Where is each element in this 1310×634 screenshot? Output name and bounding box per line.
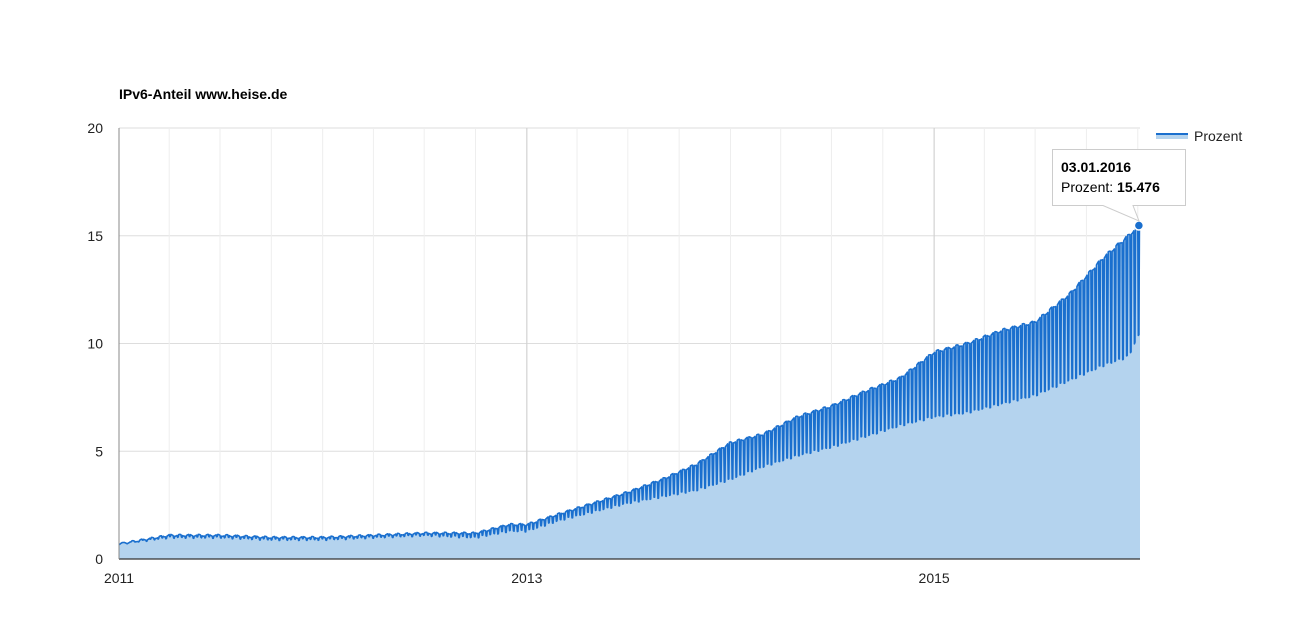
axes [118, 128, 1140, 560]
tooltip-date: 03.01.2016 [1061, 159, 1131, 175]
x-tick-label: 2013 [511, 570, 542, 586]
x-axis-ticks: 2011 2013 2015 [104, 570, 950, 586]
tooltip-value: 15.476 [1117, 179, 1160, 195]
series-line-prozent [118, 224, 1141, 546]
y-tick-label: 5 [95, 443, 103, 459]
tooltip-label: Prozent: [1061, 179, 1117, 195]
legend-swatch-prozent [1156, 133, 1188, 139]
tooltip-line: Prozent: 15.476 [1061, 179, 1160, 195]
y-axis-ticks: 0 5 10 15 20 [87, 120, 103, 567]
chart-title: IPv6-Anteil www.heise.de [119, 86, 288, 102]
series-path-prozent [118, 224, 1141, 546]
tooltip: 03.01.2016 Prozent: 15.476 [1052, 149, 1186, 222]
y-tick-label: 15 [87, 228, 103, 244]
y-tick-label: 0 [95, 551, 103, 567]
tooltip-box [1052, 149, 1186, 222]
legend-label-prozent: Prozent [1194, 128, 1242, 144]
area-path [119, 225, 1140, 559]
area-fill [119, 225, 1140, 559]
x-tick-label: 2015 [919, 570, 950, 586]
x-tick-label: 2011 [104, 570, 134, 586]
highlight-point[interactable] [1133, 220, 1145, 231]
y-tick-label: 20 [87, 120, 103, 136]
y-tick-label: 10 [87, 336, 103, 352]
legend[interactable]: Prozent [1156, 128, 1242, 144]
